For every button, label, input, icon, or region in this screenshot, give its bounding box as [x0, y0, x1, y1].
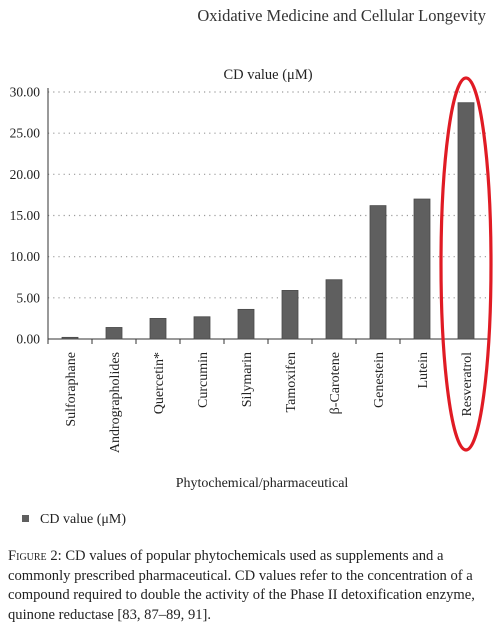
y-tick-label: 30.00 — [10, 85, 41, 100]
x-tick-label: Genestein — [372, 352, 387, 408]
y-tick-label: 15.00 — [10, 208, 41, 223]
chart-title: CD value (μM) — [223, 67, 312, 83]
x-axis-label: Phytochemical/pharmaceutical — [176, 476, 349, 491]
bar-lutein — [413, 198, 431, 340]
x-tick-label: Silymarin — [240, 352, 255, 407]
x-tick-label: β-Carotene — [328, 352, 343, 414]
highlight-ellipse — [439, 76, 493, 452]
bar-silymarin — [237, 308, 255, 340]
figure-label: Figure 2: — [8, 548, 62, 564]
bar-genestein — [369, 205, 387, 340]
bar-tamoxifen — [281, 290, 299, 340]
journal-header: Oxidative Medicine and Cellular Longevit… — [197, 6, 486, 25]
figure-caption: Figure 2: CD values of popular phytochem… — [8, 547, 494, 625]
x-tick-label: Resveratrol — [460, 352, 475, 417]
y-tick-label: 25.00 — [10, 126, 41, 141]
bar-andrographolides — [105, 327, 123, 340]
bar-chart: CD value (μM) 0.00 5.00 10.00 15.00 20.00 25.0… — [10, 67, 493, 527]
legend-swatch — [22, 515, 29, 522]
x-tick-label: Tamoxifen — [284, 352, 299, 412]
legend-label: CD value (μM) — [40, 512, 126, 527]
y-tick-label: 5.00 — [16, 290, 40, 305]
caption-text: CD values of popular phytochemicals used… — [8, 548, 475, 623]
bar-quercetin — [149, 318, 167, 340]
y-tick-label: 20.00 — [10, 167, 41, 182]
x-tick-label: Sulforaphane — [64, 352, 79, 427]
bar-resveratrol — [457, 102, 475, 340]
bar-sulforaphane — [61, 336, 79, 340]
bar--carotene — [325, 279, 343, 340]
y-tick-label: 0.00 — [16, 332, 40, 347]
x-tick-label: Andrographolides — [108, 352, 123, 453]
x-tick-label: Curcumin — [196, 352, 211, 408]
x-tick-label: Lutein — [416, 352, 431, 389]
bar-curcumin — [193, 316, 211, 340]
x-tick-label: Quercetin* — [152, 352, 167, 414]
y-tick-label: 10.00 — [10, 249, 41, 264]
